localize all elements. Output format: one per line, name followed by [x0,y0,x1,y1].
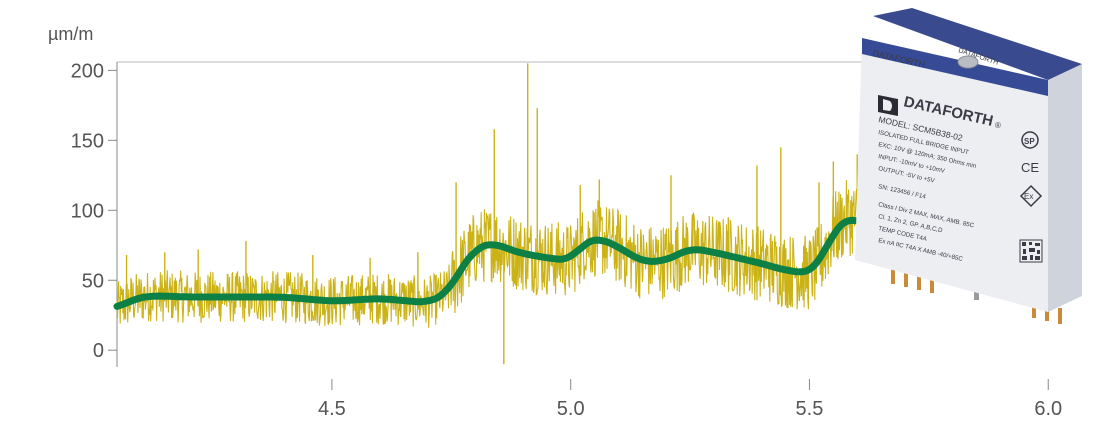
x-axis: 4.5 5.0 5.5 6.0 [318,379,1062,420]
certification-marks: SP CE Ex [1019,131,1043,263]
module-top-face [873,8,1082,80]
csa-mark: SP [1024,137,1035,146]
ce-mark: CE [1021,160,1039,175]
datamatrix-code [1019,239,1043,263]
y-tick-label: 100 [71,200,104,222]
x-tick-label: 5.5 [796,398,824,420]
ex-mark: Ex [1024,192,1033,201]
module-pins [891,268,1062,324]
y-tick-label: 200 [71,60,104,82]
module-side-face [1048,64,1082,312]
raw-signal-series [116,63,867,365]
y-axis-unit-label: µm/m [48,24,93,44]
trademark-mark: ® [995,121,1001,130]
screw-icon [957,55,979,69]
x-tick-label: 4.5 [318,398,346,420]
module-front-banner [862,38,1048,96]
y-tick-label: 50 [82,270,104,292]
y-tick-label: 0 [93,340,104,362]
module-front-face [855,38,1048,312]
raw-signal-line [116,180,867,328]
smoothed-signal-series [113,216,871,310]
x-tick-label: 6.0 [1034,398,1062,420]
y-axis: 0 50 100 150 200 [71,60,870,367]
smoothed-signal-line [113,216,871,310]
signal-conditioning-module-image: DATAFORTH DATAFORTH DATAFORTH ® MODEL: S… [855,8,1082,324]
y-tick-label: 150 [71,130,104,152]
x-tick-label: 5.0 [557,398,585,420]
